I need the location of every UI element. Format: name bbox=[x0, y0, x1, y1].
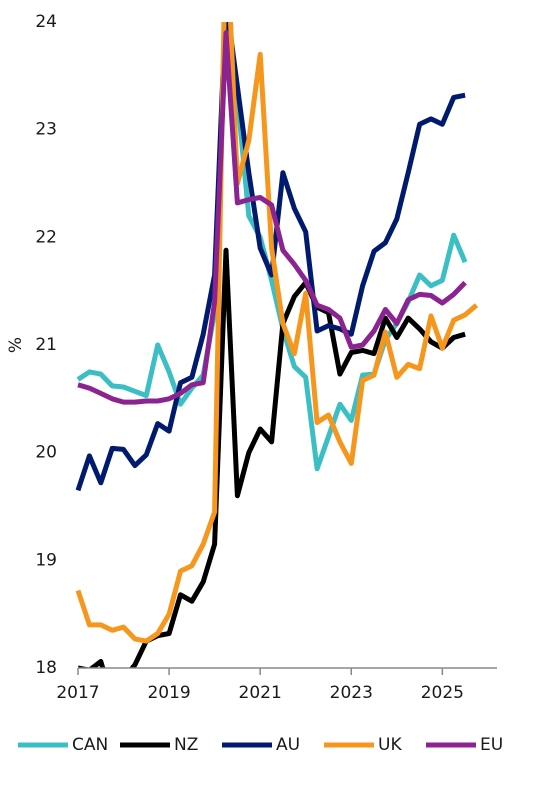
legend-label: UK bbox=[378, 735, 402, 755]
x-tick-label: 2017 bbox=[56, 683, 99, 703]
series-line bbox=[77, 30, 467, 405]
legend-label: CAN bbox=[72, 735, 108, 755]
series-line bbox=[78, 247, 466, 668]
y-tick-label: 23 bbox=[35, 120, 57, 140]
legend-label: AU bbox=[276, 735, 300, 755]
y-tick-label: 19 bbox=[35, 550, 57, 570]
x-tick-label: 2019 bbox=[147, 683, 190, 703]
legend-label: NZ bbox=[174, 735, 198, 755]
y-tick-label: 24 bbox=[35, 12, 57, 32]
y-tick-label: 20 bbox=[35, 443, 57, 463]
series-line bbox=[75, 22, 466, 492]
y-axis-label: % bbox=[6, 337, 26, 353]
legend-label: EU bbox=[480, 735, 503, 755]
y-tick-label: 18 bbox=[35, 658, 57, 678]
plot-area bbox=[75, 22, 479, 668]
x-tick-label: 2025 bbox=[421, 683, 464, 703]
x-tick-label: 2021 bbox=[239, 683, 282, 703]
x-tick-label: 2023 bbox=[330, 683, 373, 703]
y-tick-label: 22 bbox=[35, 227, 57, 247]
series-line bbox=[75, 22, 479, 644]
y-tick-label: 21 bbox=[35, 335, 57, 355]
